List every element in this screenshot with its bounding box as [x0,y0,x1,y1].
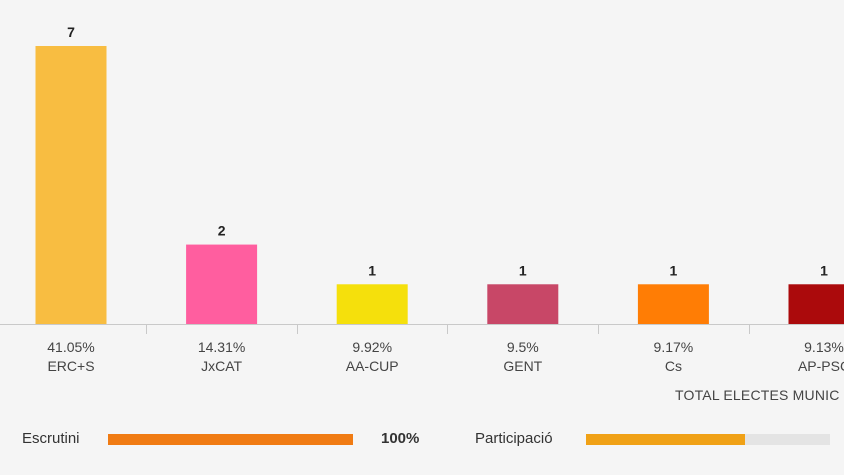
category-label: ERC+S [47,358,94,374]
bar-ap-psc [788,284,844,324]
bar-value-label: 1 [820,262,828,278]
category-label: GENT [503,358,542,374]
bar-value-label: 1 [670,262,678,278]
percentage-label: 14.31% [198,339,245,355]
bar-jxcat [186,244,258,324]
bar-value-label: 1 [519,262,527,278]
summary-bar: Escrutini 100% Participació [0,428,844,450]
category-label: JxCAT [201,358,242,374]
percentage-label: 41.05% [47,339,94,355]
seats-bar-chart: 7 41.05% ERC+S 2 14.31% JxCAT 1 9.92% AA-CUP 1 9.5… [0,24,844,374]
escrutini-progress-fill [108,434,353,445]
bar-aa-cup [336,284,408,324]
participacio-progress [586,434,830,445]
bar-cs [637,284,709,324]
bar-value-label: 7 [67,24,75,40]
category-label: AA-CUP [346,358,399,374]
percentage-label: 9.17% [654,339,694,355]
percentage-label: 9.13% [804,339,844,355]
category-label: Cs [665,358,682,374]
bar-gent [487,284,559,324]
category-label: AP-PSC [798,358,844,374]
bar-value-label: 1 [368,262,376,278]
bar-value-label: 2 [218,223,226,239]
percentage-label: 9.92% [352,339,392,355]
percentage-label: 9.5% [507,339,539,355]
participacio-progress-fill [586,434,745,445]
bar-erc-s [35,46,107,324]
escrutini-label: Escrutini [22,430,80,447]
total-electes-label: TOTAL ELECTES MUNIC [675,387,840,403]
escrutini-progress [108,434,353,445]
participacio-label: Participació [475,430,553,447]
escrutini-value: 100% [381,430,420,447]
